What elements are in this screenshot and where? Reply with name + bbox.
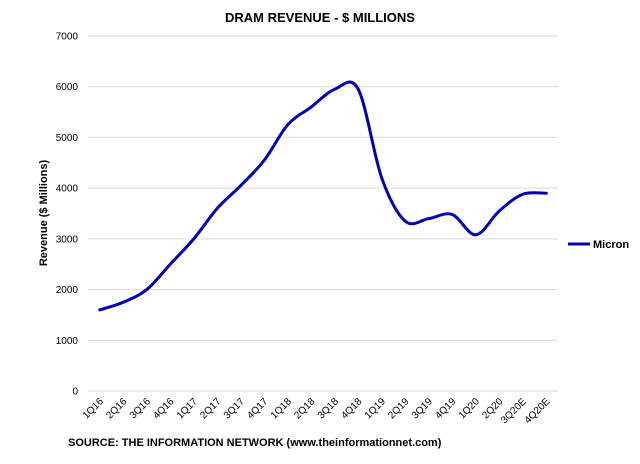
chart-title: DRAM REVENUE - $ MILLIONS: [225, 10, 415, 25]
x-tick-label: 4Q19: [433, 396, 458, 421]
x-tick-label: 2Q17: [198, 396, 223, 421]
x-tick-label: 3Q17: [222, 396, 247, 421]
x-tick-label: 2Q19: [386, 396, 411, 421]
x-tick-label: 1Q17: [175, 396, 200, 421]
y-axis-label: Revenue ($ Millions): [38, 159, 50, 266]
y-tick-label: 4000: [56, 184, 79, 195]
x-tick-label: 1Q20: [457, 396, 482, 421]
x-tick-label: 2Q16: [104, 396, 129, 421]
x-axis-ticks: 1Q162Q163Q164Q161Q172Q173Q174Q171Q182Q18…: [81, 396, 553, 426]
source-note: SOURCE: THE INFORMATION NETWORK (www.the…: [68, 437, 442, 449]
y-tick-label: 5000: [56, 133, 79, 144]
y-tick-label: 2000: [56, 285, 79, 296]
x-tick-label: 4Q16: [151, 396, 176, 421]
y-tick-label: 1000: [56, 336, 79, 347]
y-axis-ticks: 0 1000 2000 3000 4000 5000 6000 7000: [56, 32, 79, 398]
x-tick-label: 4Q18: [339, 396, 364, 421]
x-tick-label: 1Q18: [269, 396, 294, 421]
gridlines: [88, 35, 558, 392]
x-tick-label: 2Q18: [292, 396, 317, 421]
y-tick-label: 0: [72, 387, 78, 398]
y-tick-label: 6000: [56, 82, 79, 93]
x-tick-label: 3Q19: [410, 396, 435, 421]
x-tick-label: 3Q16: [128, 396, 153, 421]
x-tick-label: 1Q19: [363, 396, 388, 421]
x-tick-label: 4Q17: [245, 396, 270, 421]
x-tick-label: 1Q16: [81, 396, 106, 421]
series-line-micron: [98, 80, 548, 312]
y-tick-label: 3000: [56, 234, 79, 245]
x-tick-label: 4Q20E: [523, 396, 553, 426]
x-tick-label: 3Q18: [316, 396, 341, 421]
legend: Micron: [568, 239, 629, 251]
legend-label-micron: Micron: [593, 239, 629, 251]
y-tick-label: 7000: [56, 32, 79, 43]
